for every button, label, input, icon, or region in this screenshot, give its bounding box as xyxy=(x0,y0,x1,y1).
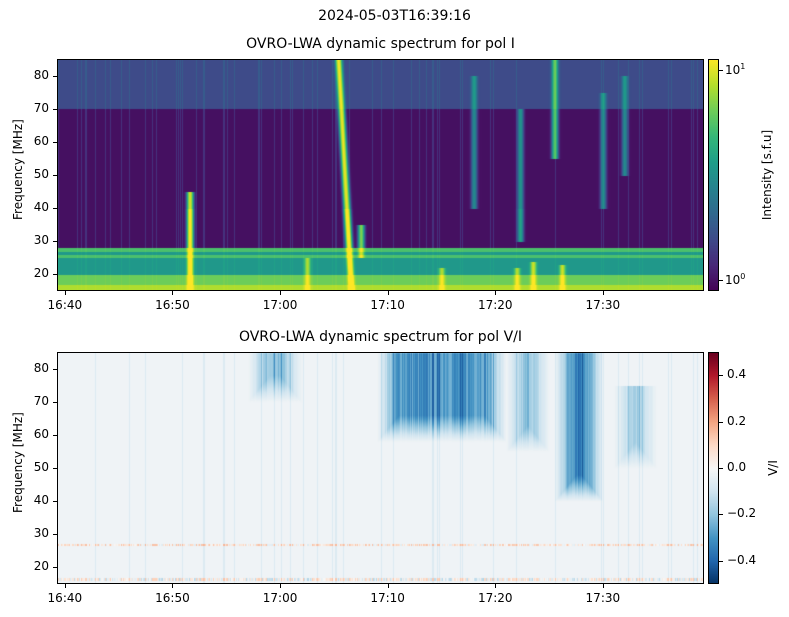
y-tick xyxy=(53,175,57,176)
y-tick-label: 60 xyxy=(33,426,49,441)
y-tick xyxy=(53,108,57,110)
cbar-tick-label: 0.0 xyxy=(727,460,747,474)
y-tick xyxy=(53,208,57,210)
x-tick-label: 17:20 xyxy=(477,298,513,312)
cbar-label: V/I xyxy=(766,460,780,476)
y-tick-label: 70 xyxy=(33,100,49,115)
x-tick xyxy=(280,291,282,295)
x-tick xyxy=(280,584,282,588)
colorbar-frame xyxy=(708,59,719,291)
x-tick-label: 17:20 xyxy=(477,591,513,605)
x-tick-label: 16:50 xyxy=(155,591,190,605)
y-tick xyxy=(53,401,57,403)
y-tick-label: 80 xyxy=(33,67,49,82)
cbar-tick-label: −0.2 xyxy=(727,506,757,521)
y-tick-label: 50 xyxy=(33,167,49,181)
y-tick xyxy=(53,75,57,77)
bottom-axes xyxy=(57,352,704,584)
x-tick-label: 17:00 xyxy=(262,591,298,605)
x-tick-label: 16:50 xyxy=(155,298,190,312)
y-tick-label: 50 xyxy=(33,460,49,474)
x-tick xyxy=(64,584,66,588)
y-tick-label: 70 xyxy=(33,393,49,408)
vi-heatmap xyxy=(57,352,704,584)
cbar-tick-10^0: 100 xyxy=(725,272,746,287)
x-tick-label: 17:10 xyxy=(370,298,405,312)
x-tick xyxy=(64,291,66,295)
cbar-tick-label: 0.4 xyxy=(727,367,747,382)
y-tick xyxy=(53,274,57,276)
y-tick-label: 60 xyxy=(33,133,49,148)
y-tick xyxy=(53,241,57,243)
y-tick xyxy=(53,534,57,536)
x-tick xyxy=(495,584,497,588)
y-tick xyxy=(53,468,57,469)
top-ylabel: Frequency [MHz] xyxy=(11,119,25,220)
cbar-tick xyxy=(719,560,723,562)
cbar-tick xyxy=(719,280,723,281)
top-axes xyxy=(57,59,704,291)
x-tick-label: 16:40 xyxy=(47,298,83,312)
y-tick-label: 20 xyxy=(33,559,49,574)
x-tick-label: 17:00 xyxy=(262,298,298,312)
cbar-tick xyxy=(719,375,723,377)
y-tick xyxy=(53,567,57,569)
bottom-ylabel: Frequency [MHz] xyxy=(11,412,25,513)
x-tick xyxy=(387,584,389,588)
x-tick-label: 17:30 xyxy=(585,591,621,605)
suptitle: 2024-05-03T16:39:16 xyxy=(318,8,471,24)
x-tick xyxy=(387,291,389,295)
intensity-heatmap xyxy=(57,59,704,291)
y-tick xyxy=(53,434,57,436)
intensity-colorbar xyxy=(708,59,718,291)
x-tick xyxy=(495,291,497,295)
colorbar-frame xyxy=(708,352,719,584)
x-tick xyxy=(172,584,174,588)
y-tick xyxy=(53,141,57,143)
cbar-tick xyxy=(719,514,723,516)
y-tick-label: 40 xyxy=(33,200,49,215)
x-tick xyxy=(172,291,174,295)
x-tick-label: 17:30 xyxy=(585,298,621,312)
cbar-label: Intensity [s.f.u] xyxy=(760,129,774,221)
cbar-tick xyxy=(719,468,723,469)
x-tick-label: 16:40 xyxy=(47,591,83,605)
y-tick-label: 30 xyxy=(33,526,49,541)
bottom-title: OVRO-LWA dynamic spectrum for pol V/I xyxy=(238,329,523,345)
y-tick-label: 30 xyxy=(33,233,49,248)
x-tick xyxy=(602,291,604,295)
y-tick-label: 40 xyxy=(33,493,49,508)
cbar-tick-label: −0.4 xyxy=(727,552,757,567)
vi-colorbar xyxy=(708,352,718,584)
y-tick-label: 20 xyxy=(33,266,49,281)
cbar-tick-10^1: 101 xyxy=(725,62,746,77)
y-tick xyxy=(53,368,57,370)
cbar-tick xyxy=(719,70,723,71)
top-title: OVRO-LWA dynamic spectrum for pol I xyxy=(246,36,515,52)
x-tick xyxy=(602,584,604,588)
y-tick xyxy=(53,501,57,503)
x-tick-label: 17:10 xyxy=(370,591,405,605)
cbar-tick-label: 0.2 xyxy=(727,413,747,428)
cbar-tick xyxy=(719,421,723,423)
y-tick-label: 80 xyxy=(33,360,49,375)
